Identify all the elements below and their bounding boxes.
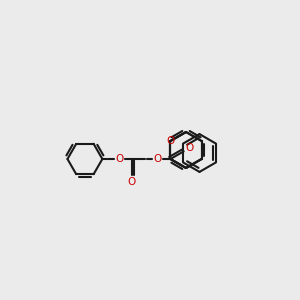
Text: O: O xyxy=(166,136,175,146)
Text: O: O xyxy=(128,177,136,187)
Text: O: O xyxy=(154,154,162,164)
Text: O: O xyxy=(115,154,123,164)
Text: O: O xyxy=(185,143,194,153)
